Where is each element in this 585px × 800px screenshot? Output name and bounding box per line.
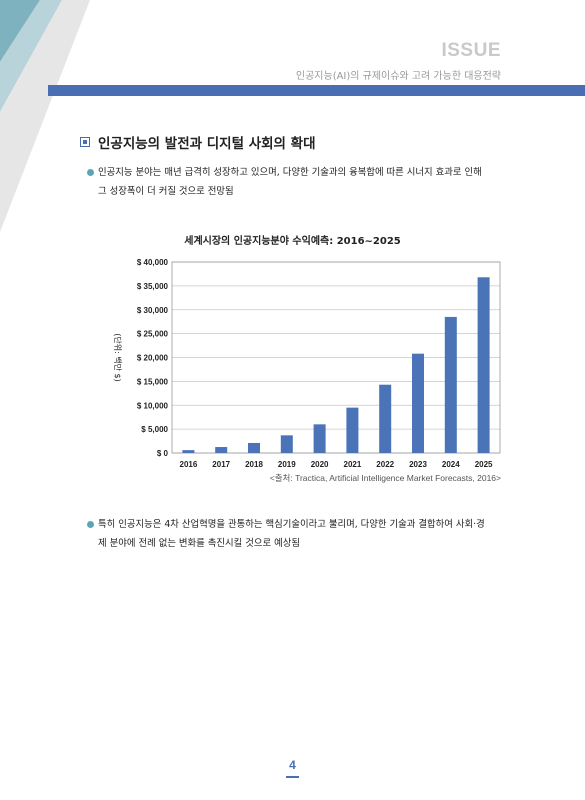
plot-frame [171,261,501,454]
x-tick-label: 2016 [180,460,198,469]
bar [444,316,457,453]
page-number-underline [286,776,299,778]
y-tick-label: $ 25,000 [137,330,169,339]
document-subtitle: 인공지능(AI)의 규제이슈와 고려 가능한 대응전략 [295,71,501,82]
y-tick-label: $ 40,000 [137,258,169,267]
bar [313,424,326,453]
y-tick-label: $ 10,000 [137,401,169,410]
section-heading-text: 인공지능의 발전과 디지털 사회의 확대 [98,136,316,152]
x-tick-label: 2017 [212,460,230,469]
section-heading: 인공지능의 발전과 디지털 사회의 확대 [80,132,316,152]
bar [215,447,228,453]
bar [280,435,293,453]
x-tick-label: 2025 [475,460,493,469]
square-bullet-icon [80,137,90,147]
x-tick-label: 2020 [311,460,329,469]
circle-bullet-icon [87,169,94,176]
bullet-line: 그 성장폭이 더 커질 것으로 전망됨 [98,186,234,197]
bullet-paragraph: 인공지능 분야는 매년 급격히 성장하고 있으며, 다양한 기술과의 융복합에 … [87,163,518,201]
bar [412,353,424,453]
section-tag: ISSUE [441,40,501,61]
y-axis-label: (단위: 백만 $) [113,333,123,382]
x-tick-label: 2018 [245,460,263,469]
header-accent-bar [48,85,585,96]
x-tick-label: 2019 [278,460,296,469]
x-tick-label: 2024 [442,460,460,469]
page-number: 4 [289,758,296,772]
x-tick-label: 2023 [409,460,427,469]
bar [346,407,359,453]
bar [477,277,490,453]
bullet-line: 제 분야에 전례 없는 변화를 촉진시킬 것으로 예상됨 [98,538,300,549]
circle-bullet-icon [87,521,94,528]
y-tick-label: $ 30,000 [137,306,169,315]
bar [379,384,392,453]
corner-decoration [0,0,90,232]
y-tick-label: $ 20,000 [137,354,169,363]
bullet-line: 인공지능 분야는 매년 급격히 성장하고 있으며, 다양한 기술과의 융복합에 … [98,167,482,178]
bullet-paragraph: 특히 인공지능은 4차 산업혁명을 관통하는 핵심기술이라고 불리며, 다양한 … [87,515,518,553]
chart-source: <출처: Tractica, Artificial Intelligence M… [269,473,501,483]
x-tick-label: 2022 [376,460,394,469]
y-tick-label: $ 0 [157,449,169,458]
chart-title: 세계시장의 인공지능분야 수익예측: 2016~2025 [184,236,401,247]
bar [182,450,195,453]
y-tick-label: $ 5,000 [141,425,168,434]
bullet-line: 특히 인공지능은 4차 산업혁명을 관통하는 핵심기술이라고 불리며, 다양한 … [98,519,485,530]
y-tick-label: $ 15,000 [137,377,169,386]
bar [248,442,260,453]
x-tick-label: 2021 [344,460,362,469]
y-tick-label: $ 35,000 [137,282,169,291]
bar-chart: $ 0 $ 5,000 $ 10,000 $ 15,000 $ 20,000 $ 25,0… [113,258,501,469]
